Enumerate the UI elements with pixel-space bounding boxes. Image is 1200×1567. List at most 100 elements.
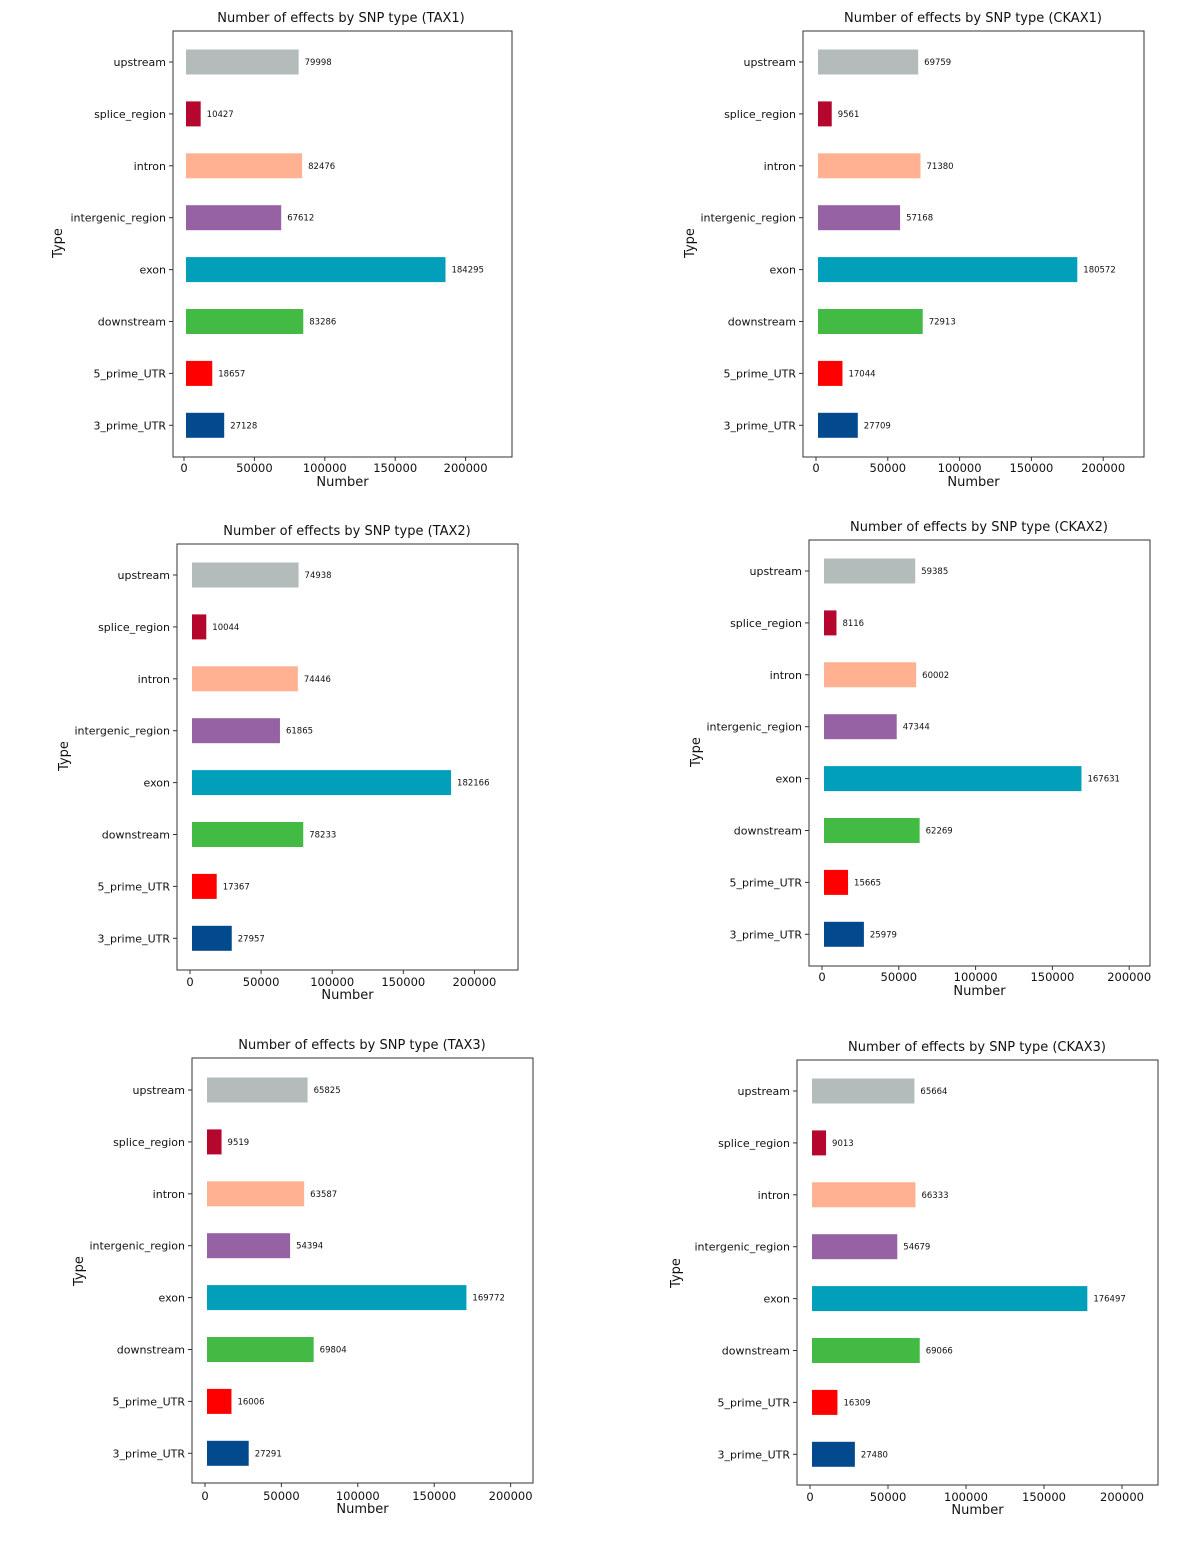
value-label: 17044 [848,369,875,379]
category-label: downstream [117,1344,185,1357]
category-label: intergenic_region [89,1240,185,1253]
category-label: exon [764,1293,790,1306]
category-label: intergenic_region [706,721,802,734]
category-label: downstream [102,829,170,842]
x-tick-label: 100000 [303,461,347,475]
x-tick-label: 150000 [1009,461,1053,475]
x-tick-label: 100000 [336,1489,380,1503]
value-label: 27957 [238,934,265,944]
bar-intergenic_region [186,205,282,231]
category-label: 3_prime_UTR [718,1448,791,1461]
category-label: 5_prime_UTR [113,1395,186,1408]
bar-intron [192,666,298,692]
x-axis-label: Number [947,475,1000,490]
chart-title: Number of effects by SNP type (CKAX1) [844,11,1102,26]
category-label: upstream [743,56,796,69]
x-tick-label: 200000 [1107,970,1151,984]
bar-downstream [186,309,304,334]
value-label: 9561 [838,110,860,120]
x-axis-label: Number [321,988,374,1003]
x-tick-label: 100000 [944,1490,988,1504]
x-tick-label: 200000 [489,1489,533,1503]
category-label: intron [153,1188,185,1201]
x-tick-label: 200000 [452,975,496,989]
bar-3_prime_UTR [192,925,232,951]
chart-title: Number of effects by SNP type (CKAX2) [850,520,1108,535]
category-label: downstream [722,1345,790,1358]
value-label: 16006 [237,1397,264,1407]
value-label: 69759 [924,58,951,68]
category-label: upstream [117,569,170,582]
category-label: 3_prime_UTR [730,928,803,941]
y-axis-label: Type [51,228,66,259]
category-label: upstream [132,1084,185,1097]
bar-downstream [192,822,304,847]
chart-panel-2: Number of effects by SNP type (CKAX1) Typ… [683,11,1145,490]
value-label: 78233 [309,831,336,841]
x-tick-label: 0 [818,970,825,984]
value-label: 69804 [320,1346,347,1356]
bar-exon [818,257,1078,283]
bar-upstream [824,558,916,584]
value-label: 63587 [310,1190,337,1200]
chart-title: Number of effects by SNP type (CKAX3) [848,1040,1106,1055]
category-label: intron [758,1189,790,1202]
value-label: 169772 [472,1294,504,1304]
value-label: 54679 [903,1243,930,1253]
bar-upstream [818,49,919,75]
bar-3_prime_UTR [818,412,858,438]
value-label: 82476 [308,162,335,172]
value-label: 18657 [218,369,245,379]
bar-downstream [812,1338,920,1363]
x-tick-label: 50000 [236,461,273,475]
bar-5_prime_UTR [186,360,213,386]
bar-3_prime_UTR [824,921,864,947]
category-label: 3_prime_UTR [724,419,797,432]
value-label: 54394 [296,1242,323,1252]
bar-intron [186,153,303,179]
category-label: 5_prime_UTR [718,1396,791,1409]
bar-upstream [207,1077,308,1103]
category-label: 5_prime_UTR [730,876,803,889]
plot-frame [191,1057,534,1484]
value-label: 9519 [228,1138,250,1148]
value-label: 66333 [921,1191,948,1201]
x-tick-label: 0 [180,461,187,475]
x-tick-label: 100000 [938,461,982,475]
category-label: upstream [113,56,166,69]
value-label: 176497 [1093,1295,1125,1305]
x-tick-label: 50000 [881,970,918,984]
value-label: 180572 [1083,266,1115,276]
bar-splice_region [812,1130,827,1156]
value-label: 184295 [451,266,483,276]
value-label: 74446 [304,675,331,685]
bar-3_prime_UTR [207,1440,249,1466]
category-label: intron [764,160,796,173]
bar-intergenic_region [207,1233,291,1259]
x-tick-label: 100000 [954,970,998,984]
value-label: 69066 [926,1347,953,1357]
x-tick-label: 150000 [373,461,417,475]
x-tick-label: 50000 [243,975,280,989]
bar-exon [812,1286,1088,1312]
bar-5_prime_UTR [812,1389,838,1415]
y-axis-label: Type [689,737,704,768]
y-axis-label: Type [669,1258,684,1289]
category-label: splice_region [94,108,166,121]
value-label: 83286 [309,318,336,328]
bar-3_prime_UTR [186,412,225,438]
category-label: 5_prime_UTR [724,367,797,380]
bar-exon [824,766,1082,792]
bar-upstream [192,562,299,588]
chart-panel-5: Number of effects by SNP type (TAX3) Type… [72,1038,534,1517]
value-label: 25979 [870,930,897,940]
category-label: exon [159,1292,185,1305]
value-label: 27128 [230,421,257,431]
plot-frame [172,30,513,458]
x-axis-label: Number [316,475,369,490]
plot-frame [808,539,1151,967]
category-label: upstream [749,565,802,578]
x-tick-label: 50000 [263,1489,300,1503]
bar-intron [207,1181,305,1207]
bar-downstream [207,1337,314,1362]
